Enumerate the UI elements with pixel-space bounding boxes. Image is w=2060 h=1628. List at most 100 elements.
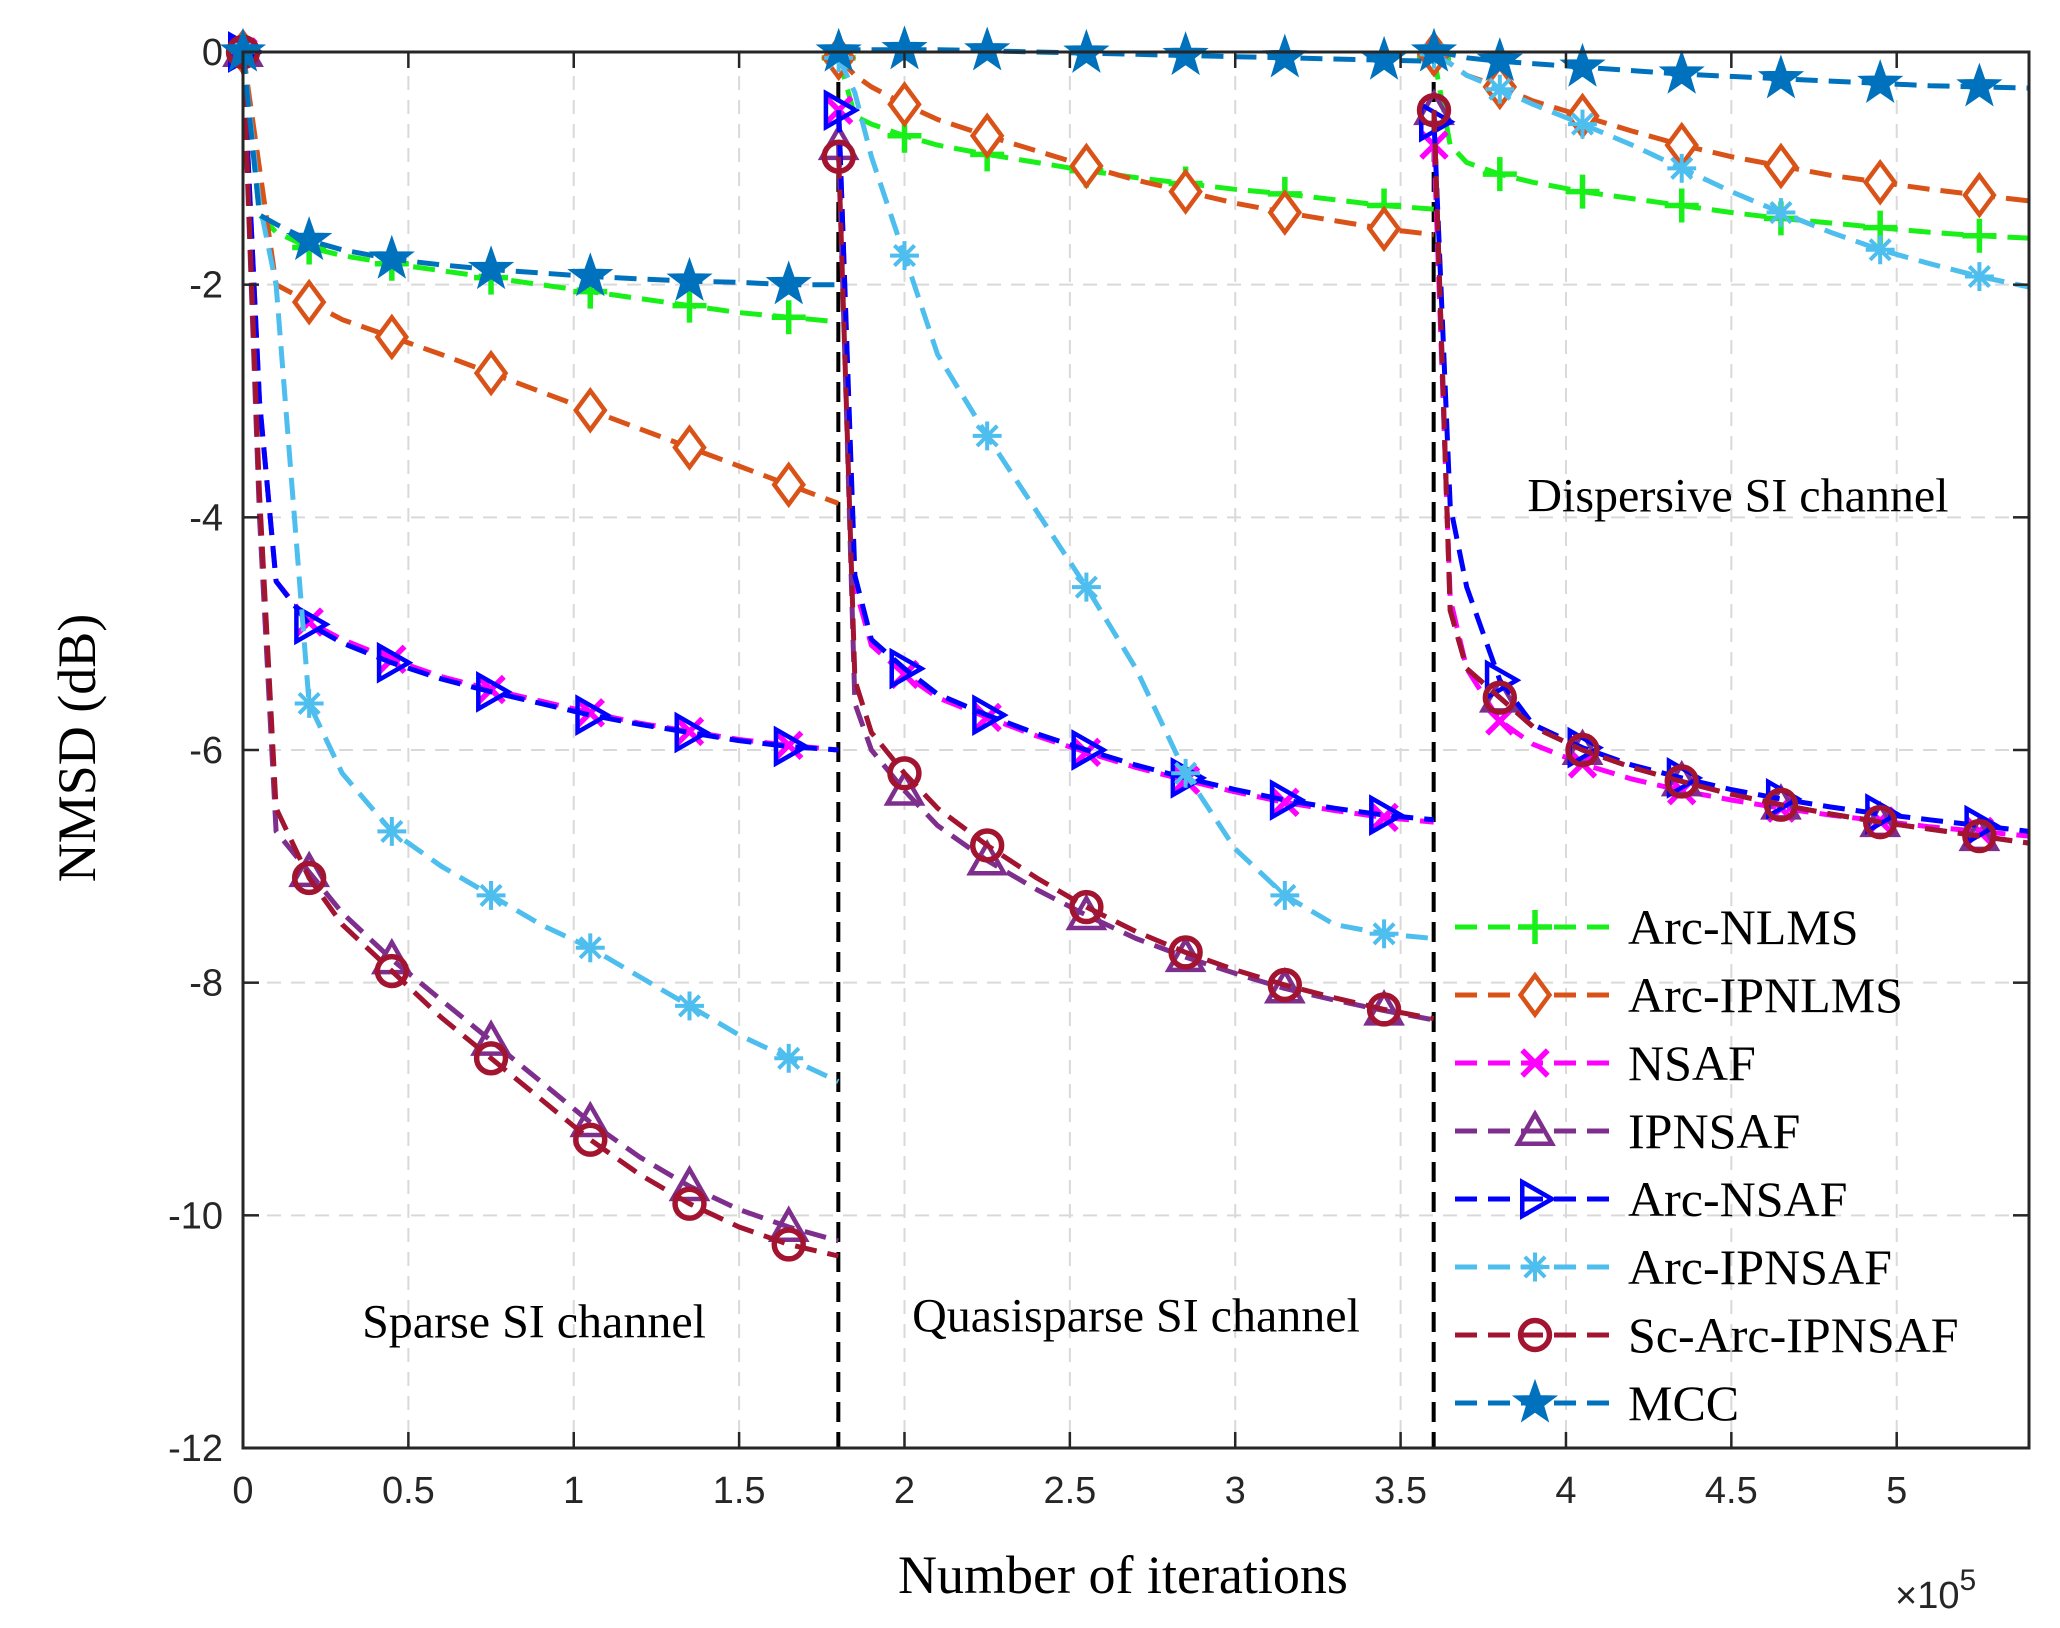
series-group [219, 25, 2030, 1262]
series-marker [774, 1043, 804, 1073]
series-arc-nsaf [228, 31, 2030, 847]
series-line [1431, 110, 2030, 846]
series-marker [1857, 59, 1904, 104]
series-marker [374, 313, 410, 361]
x-tick-label: 0 [232, 1470, 253, 1512]
x-axis-label: Number of iterations [898, 1545, 1348, 1605]
series-marker [1261, 33, 1308, 78]
series-marker [672, 1186, 707, 1221]
series-marker [1366, 992, 1402, 1027]
series-marker [1485, 74, 1515, 104]
x-tick-label: 4.5 [1705, 1470, 1758, 1512]
x-tick-label: 5 [1886, 1470, 1907, 1512]
legend-label: IPNSAF [1628, 1103, 1800, 1159]
series-marker [294, 689, 324, 718]
series-marker [887, 81, 922, 128]
series-marker [1360, 35, 1408, 80]
series-marker [1517, 1317, 1553, 1353]
series-marker [1565, 174, 1600, 209]
series-marker [1071, 729, 1108, 771]
series-marker [969, 112, 1005, 160]
annotation-label: Dispersive SI channel [1527, 470, 1948, 523]
series-marker [1069, 142, 1104, 190]
legend-label: Sc-Arc-IPNSAF [1628, 1307, 1959, 1363]
legend-label: Arc-IPNSAF [1628, 1239, 1892, 1295]
series-marker [823, 89, 861, 132]
series-marker [672, 288, 707, 323]
series-line [836, 156, 1435, 1022]
series-marker [1568, 109, 1597, 139]
series-line [836, 57, 1434, 212]
x-tick-label: 3.5 [1374, 1470, 1427, 1512]
series-marker [1267, 967, 1303, 1003]
series-marker [573, 1122, 608, 1157]
series-marker [815, 27, 862, 72]
series-marker [1369, 919, 1399, 949]
legend-label: Arc-NLMS [1628, 899, 1859, 955]
series-marker [294, 603, 331, 646]
series-marker [288, 850, 331, 888]
series-marker [773, 725, 811, 768]
series-marker [972, 421, 1002, 451]
x-tick-labels: 0 0.5 1 1.5 2 2.5 3 3.5 4 4.5 5 [232, 1470, 1907, 1512]
series-marker [476, 880, 506, 910]
series-marker [1763, 787, 1799, 822]
series-marker [1270, 880, 1300, 910]
legend-entry: Arc-NLMS [1455, 899, 1859, 955]
series-marker [1171, 758, 1201, 788]
series-marker [473, 1041, 509, 1076]
legend-entry: Sc-Arc-IPNSAF [1455, 1307, 1959, 1363]
series-marker [1667, 153, 1697, 183]
series-marker [1865, 235, 1895, 265]
legend-entry: Arc-IPNSAF [1455, 1239, 1892, 1295]
series-marker [1956, 62, 2003, 107]
series-marker [1410, 27, 1458, 72]
series-line [836, 145, 1435, 1023]
series-marker [823, 95, 854, 125]
series-marker [1862, 158, 1898, 206]
series-marker [1069, 889, 1104, 925]
series-marker [285, 216, 333, 261]
series-marker [1366, 205, 1402, 253]
series-marker [675, 991, 704, 1021]
series-marker [887, 756, 922, 791]
legend-entry: Arc-NSAF [1455, 1171, 1847, 1227]
series-marker [1520, 1048, 1550, 1078]
x-tick-label: 2 [894, 1470, 915, 1512]
legend-entry: NSAF [1455, 1035, 1756, 1091]
series-arc-ipnsaf [228, 37, 2030, 1084]
x-multiplier-exponent: 5 [1959, 1564, 1976, 1597]
series-marker [1565, 732, 1600, 768]
series-line [240, 51, 839, 288]
series-marker [1964, 262, 1994, 291]
y-tick-label: -8 [189, 963, 223, 1005]
series-marker [1559, 42, 1606, 87]
series-marker [767, 1205, 810, 1242]
series-marker [470, 1019, 512, 1056]
series-marker [1520, 1178, 1557, 1220]
series-sc-arc-ipnsaf [225, 34, 2030, 1262]
series-arc-nlms [226, 35, 2030, 335]
series-marker [668, 1164, 711, 1202]
legend-entry: IPNSAF [1455, 1103, 1800, 1159]
series-marker [1962, 818, 1997, 854]
series-marker [1168, 935, 1203, 970]
x-tick-label: 2.5 [1043, 1470, 1096, 1512]
series-marker [889, 647, 927, 690]
series-marker [771, 1227, 806, 1262]
svg-text:×105: ×105 [1895, 1564, 1976, 1617]
x-tick-label: 3 [1225, 1470, 1246, 1512]
series-marker [467, 245, 515, 290]
series-marker [291, 860, 327, 896]
y-tick-label: -2 [189, 265, 223, 307]
series-marker [765, 260, 812, 305]
series-marker [821, 139, 856, 174]
y-tick-labels: 0 -2 -4 -6 -8 -10 -12 [168, 32, 223, 1470]
series-marker [674, 711, 712, 754]
x-multiplier-base: ×10 [1895, 1575, 1959, 1617]
legend: Arc-NLMS Arc-IPNLMS NSAF IPNSAF Arc-NSAF Arc-… [1455, 899, 1959, 1431]
series-marker [666, 256, 713, 301]
x-tick-label: 4 [1555, 1470, 1576, 1512]
grid [243, 52, 2029, 1448]
